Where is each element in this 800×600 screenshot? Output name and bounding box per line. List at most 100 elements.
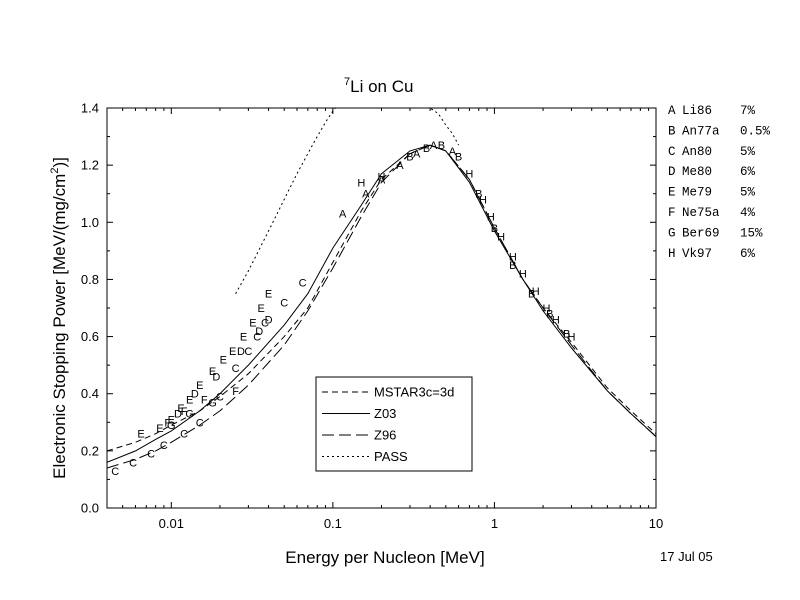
data-marker-b: B [475,189,482,201]
legend-label: Z96 [374,428,396,443]
series-line-z03 [107,144,656,463]
reference-code: H [668,247,676,261]
data-marker-g: G [208,397,217,409]
data-marker-e: E [186,394,193,406]
legend-label: PASS [374,449,408,464]
reference-name: Me79 [682,186,712,200]
data-marker-h: H [509,252,517,264]
y-tick-label: 1.4 [81,101,99,116]
data-marker-e: E [258,303,265,315]
series-line-mstar3c-3d [107,144,656,452]
reference-code: A [668,104,676,118]
data-marker-h: H [487,212,495,224]
data-marker-e: E [229,346,236,358]
reference-entry: B An77a 0.5% [668,124,771,138]
reference-entry: F Ne75a 4% [668,206,756,220]
series-lines [107,108,656,469]
data-marker-c: C [261,317,269,329]
data-marker-e: E [177,403,184,415]
data-marker-a: A [378,174,386,186]
data-marker-e: E [249,317,256,329]
data-marker-b: B [406,152,413,164]
data-marker-f: F [232,386,239,398]
x-axis-title: Energy per Nucleon [MeV] [285,548,484,567]
data-marker-d: D [191,389,199,401]
reference-error: 6% [740,165,756,179]
data-marker-c: C [196,417,204,429]
data-marker-b: B [509,260,516,272]
data-marker-e: E [168,414,175,426]
reference-name: Vk97 [682,247,712,261]
data-marker-d: D [174,409,182,421]
data-marker-b: B [563,329,570,341]
data-marker-a: A [362,189,370,201]
data-marker-g: G [185,409,194,421]
reference-code: G [668,226,676,240]
reference-error: 15% [740,226,763,240]
data-marker-c: C [253,332,261,344]
data-marker-c: C [299,277,307,289]
y-tick-label: 1.2 [81,158,99,173]
x-tick-label: 1 [491,516,498,531]
data-marker-h: H [552,314,560,326]
data-marker-g: G [167,420,176,432]
data-marker-e: E [156,423,163,435]
series-line-z96 [107,144,656,469]
data-marker-h: H [568,332,576,344]
reference-code: D [668,165,676,179]
data-marker-a: A [430,140,438,152]
data-marker-a: A [396,160,404,172]
data-marker-b: B [423,143,430,155]
data-marker-d: D [212,372,220,384]
data-marker-e: E [240,332,247,344]
y-tick-label: 0.8 [81,272,99,287]
data-marker-f: F [164,417,171,429]
legend-label: Z03 [374,406,396,421]
data-marker-c: C [244,346,252,358]
legend-label: MSTAR3c=3d [374,385,454,400]
date-stamp: 17 Jul 05 [660,549,713,564]
x-tick-label: 10 [649,516,663,531]
reference-code: E [668,186,676,200]
y-axis-title-end: )] [50,157,69,167]
reference-code: B [668,124,676,138]
y-axis-title-main: Electronic Stopping Power [MeV/(mg/cm [50,174,69,479]
reference-error: 5% [740,145,756,159]
chart-title-isotope: 7 [344,76,350,88]
chart-title: 7Li on Cu [344,76,413,96]
data-marker-h: H [479,194,487,206]
data-marker-f: F [181,406,188,418]
data-marker-e: E [220,354,227,366]
data-marker-d: D [237,346,245,358]
reference-error: 0.5% [740,124,771,138]
reference-error: 5% [740,186,756,200]
y-axis-title-exponent: 2 [49,168,61,174]
reference-name: Ber69 [682,226,720,240]
data-marker-e: E [265,289,272,301]
data-marker-a: A [339,209,347,221]
reference-name: Me80 [682,165,712,179]
reference-code: F [668,206,676,220]
reference-error: 7% [740,104,756,118]
y-axis-title: Electronic Stopping Power [MeV/(mg/cm2)] [49,157,69,479]
data-marker-h: H [357,177,365,189]
data-marker-h: H [465,169,473,181]
reference-entry: E Me79 5% [668,186,756,200]
data-marker-e: E [209,366,216,378]
data-marker-c: C [180,429,188,441]
reference-name: An77a [682,124,720,138]
data-marker-e: E [196,380,203,392]
y-tick-label: 0.4 [81,386,99,401]
data-marker-c: C [111,466,119,478]
data-marker-b: B [455,152,462,164]
reference-name: Ne75a [682,206,720,220]
data-marker-h: H [378,172,386,184]
reference-entry: C An80 5% [668,145,756,159]
y-tick-label: 0.0 [81,501,99,516]
data-marker-c: C [232,363,240,375]
data-marker-h: H [532,286,540,298]
data-marker-c: C [129,457,137,469]
data-marker-h: H [519,269,527,281]
